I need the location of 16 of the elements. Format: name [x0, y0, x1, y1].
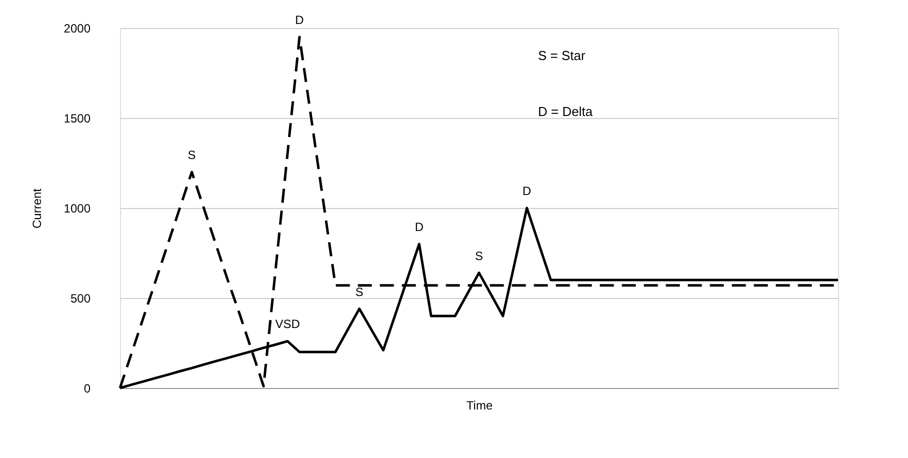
data-label: D	[414, 220, 424, 234]
annotation: S = Star	[538, 48, 586, 63]
data-label: S	[474, 248, 484, 263]
data-label: D	[295, 13, 304, 27]
data-label: S	[355, 284, 364, 299]
data-label: S	[188, 148, 196, 162]
y-tick-label: 500	[70, 292, 91, 306]
y-tick-label: 2000	[64, 22, 91, 36]
data-label: VSD	[275, 317, 300, 332]
x-axis-title: Time	[466, 398, 493, 412]
annotation: D = Delta	[538, 104, 594, 119]
y-tick-label: 1000	[64, 202, 91, 216]
y-tick-label: 1500	[64, 112, 91, 126]
y-axis-title: Current	[30, 188, 44, 229]
y-tick-label: 0	[84, 382, 91, 396]
data-label: D	[522, 184, 532, 198]
